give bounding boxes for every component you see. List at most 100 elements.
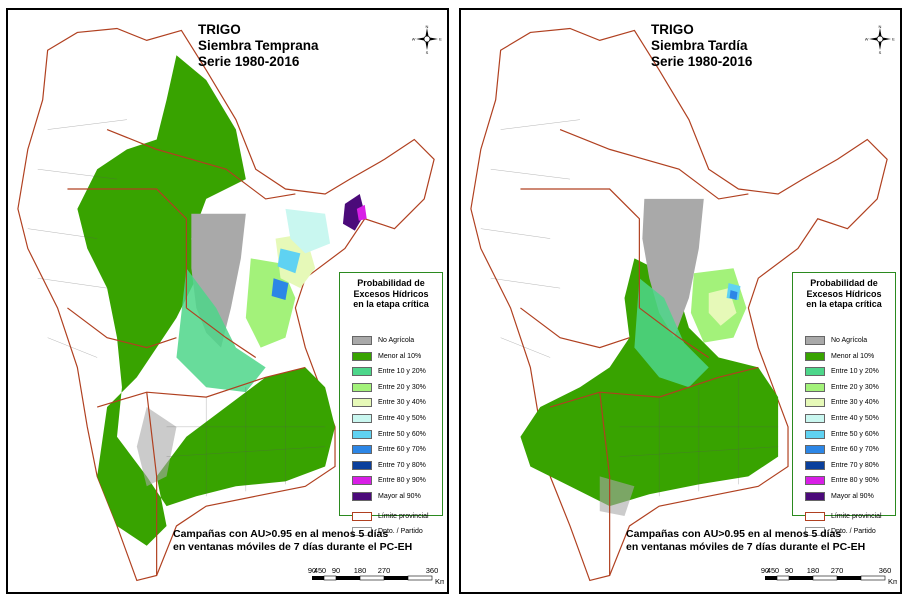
area-menor-10 [77, 55, 336, 546]
title-line-3: Serie 1980-2016 [198, 54, 300, 69]
legend-label: Entre 30 y 40% [378, 399, 426, 407]
legend-swatch [805, 351, 825, 361]
legend-swatch [805, 445, 825, 455]
map-panel-early: TRIGO Siembra Temprana Serie 1980-2016 N… [6, 8, 449, 594]
scale-tick-label: 360 [879, 566, 892, 575]
legend-label: Dpto. / Partido [831, 527, 876, 535]
scale-tick-label: 90 [785, 566, 793, 575]
legend-title: Probabilidad de Excesos Hídricos en la e… [340, 278, 442, 310]
scale-unit: Km [888, 577, 897, 586]
legend-item: Entre 70 y 80% [805, 460, 879, 471]
caption-line-1: Campañas con AU>0.95 en al menos 5 días [173, 528, 389, 540]
area-menor-10 [520, 258, 779, 507]
area-60-70 [271, 278, 289, 301]
compass-w: W [412, 37, 416, 42]
legend-label: Entre 40 y 50% [378, 415, 426, 422]
legend-item: Entre 10 y 20% [805, 366, 879, 377]
map-title: TRIGO Siembra Temprana Serie 1980-2016 [198, 22, 319, 70]
legend-item: No Agrícola [352, 335, 414, 346]
compass-n: N [426, 24, 429, 29]
legend-label: No Agrícola [378, 337, 415, 344]
legend-label: Entre 80 y 90% [378, 477, 426, 485]
legend-label: Entre 10 y 20% [378, 368, 426, 376]
legend-swatch [352, 367, 372, 377]
legend-item: Entre 60 y 70% [805, 444, 879, 455]
legend-label: Mayor al 90% [378, 493, 421, 500]
legend-swatch [805, 429, 825, 439]
legend-item: Menor al 10% [352, 351, 421, 362]
legend-label: Entre 10 y 20% [831, 368, 879, 376]
compass-s: S [426, 50, 429, 54]
compass-s: S [879, 50, 882, 54]
legend-swatch [805, 398, 825, 408]
scale-tick-label: 90 [332, 566, 340, 575]
title-line-1: TRIGO [198, 22, 241, 37]
scale-tick-label: 180 [354, 566, 367, 575]
legend-label: Entre 50 y 60% [831, 430, 879, 438]
legend-line-item: Límite provincial [805, 511, 882, 522]
map-caption: Campañas con AU>0.95 en al menos 5 días … [626, 528, 865, 554]
area-50-60 [277, 248, 301, 274]
legend-label: Menor al 10% [378, 352, 422, 360]
scale-tick-label: 90 [308, 566, 316, 575]
legend-item: Mayor al 90% [352, 491, 421, 502]
legend-item: Entre 40 y 50% [805, 413, 879, 424]
scale-tick-label: 360 [426, 566, 439, 575]
legend-swatch [352, 460, 372, 470]
legend-item: Menor al 10% [805, 351, 874, 362]
legend-item: Entre 20 y 30% [805, 382, 879, 393]
legend-label: Entre 20 y 30% [378, 383, 426, 391]
legend-item: Entre 10 y 20% [352, 366, 426, 377]
area-80-90 [356, 204, 367, 221]
caption-line-2: en ventanas móviles de 7 días durante el… [173, 541, 413, 553]
map-title: TRIGO Siembra Tardía Serie 1980-2016 [651, 22, 752, 70]
compass-e: E [892, 37, 895, 42]
legend-swatch [352, 414, 372, 423]
legend-swatch [805, 414, 825, 423]
legend-line-item: Dpto. / Partido [805, 526, 876, 537]
legend-swatch [805, 382, 825, 392]
provincial-limit-swatch [352, 511, 372, 521]
legend: Probabilidad de Excesos Hídricos en la e… [792, 272, 896, 536]
legend-item: Mayor al 90% [805, 491, 874, 502]
legend-item: Entre 80 y 90% [805, 475, 879, 486]
legend-swatch [352, 398, 372, 408]
legend-title-line-3: en la etapa crítica [806, 299, 882, 309]
scale-tick-label: 45 [767, 566, 775, 575]
legend-swatch [805, 336, 825, 345]
scale-tick-label: 0 [775, 566, 779, 575]
legend-line-item: Límite provincial [352, 511, 429, 522]
department-limits [27, 119, 326, 497]
scale-tick-label: 270 [831, 566, 844, 575]
legend-swatch [352, 382, 372, 392]
legend: Probabilidad de Excesos Hídricos en la e… [339, 272, 443, 536]
legend-swatch [805, 460, 825, 470]
legend-label: Entre 70 y 80% [831, 461, 879, 469]
area-20-30 [245, 258, 296, 348]
legend-swatch [805, 492, 825, 501]
caption-line-2: en ventanas móviles de 7 días durante el… [626, 541, 866, 553]
compass-w: W [865, 37, 869, 42]
legend-label: Menor al 10% [831, 352, 875, 360]
legend-label: Entre 20 y 30% [831, 383, 879, 391]
scale-unit: Km [435, 577, 444, 586]
legend-label: Límite provincial [378, 512, 429, 520]
legend-item: Entre 50 y 60% [805, 429, 879, 440]
legend-label: Entre 70 y 80% [378, 461, 426, 469]
legend-item: Entre 30 y 40% [805, 397, 879, 408]
title-line-3: Serie 1980-2016 [651, 54, 753, 69]
provincial-limit-swatch [805, 511, 825, 521]
legend-swatch [352, 445, 372, 455]
area-mayor-90 [342, 193, 365, 231]
map-caption: Campañas con AU>0.95 en al menos 5 días … [173, 528, 412, 554]
compass-rose-icon: N S E W [412, 24, 442, 54]
legend-swatch [352, 492, 372, 501]
legend-item: Entre 80 y 90% [352, 475, 426, 486]
legend-label: Mayor al 90% [831, 493, 874, 500]
compass-e: E [439, 37, 442, 42]
department-limit-swatch [352, 526, 372, 536]
legend-swatch [352, 429, 372, 439]
